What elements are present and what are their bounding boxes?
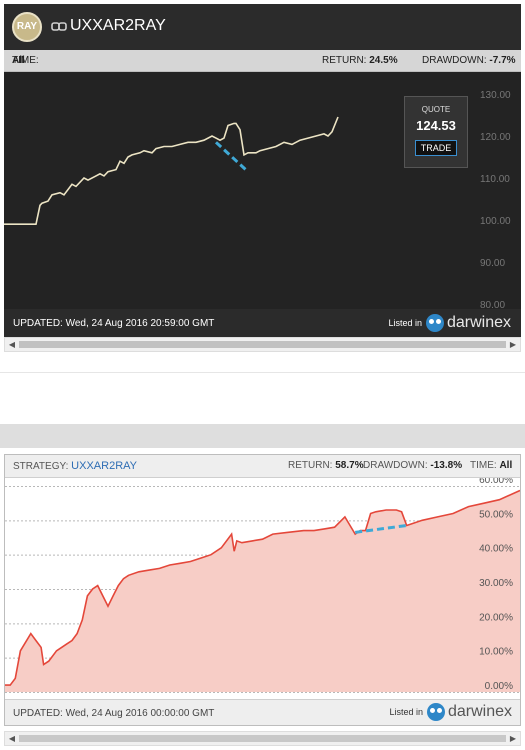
quote-line-series bbox=[4, 116, 339, 225]
strategy-name[interactable]: UXXAR2RAY bbox=[71, 460, 137, 472]
darwin-avatar-badge: RAY bbox=[12, 12, 42, 42]
listed-in-darwinex[interactable]: Listed in darwinex bbox=[389, 703, 512, 721]
darwinex-logo: darwinex bbox=[446, 314, 511, 331]
y-tick-label: 20.00% bbox=[479, 612, 513, 623]
scrollbar-thumb[interactable] bbox=[19, 341, 506, 348]
y-tick-label: 10.00% bbox=[479, 647, 513, 658]
y-tick-label: 120.00 bbox=[480, 132, 511, 143]
drawdown-marker bbox=[214, 141, 250, 173]
scrollbar-thumb[interactable] bbox=[19, 735, 506, 742]
darwinex-owl-icon bbox=[426, 703, 445, 721]
y-tick-label: 80.00 bbox=[480, 300, 505, 309]
quote-value: 124.53 bbox=[416, 118, 456, 133]
horizontal-scrollbar[interactable]: ◀ ▶ bbox=[4, 731, 521, 746]
widget-footer: UPDATED: Wed, 24 Aug 2016 20:59:00 GMT L… bbox=[4, 309, 521, 337]
drawdown-stat: DRAWDOWN: -13.8% bbox=[363, 460, 463, 471]
widget-footer: UPDATED: Wed, 24 Aug 2016 00:00:00 GMT L… bbox=[5, 699, 520, 725]
link-icon bbox=[51, 22, 67, 31]
darwinex-logo: darwinex bbox=[447, 703, 512, 720]
scroll-left-arrow-icon[interactable]: ◀ bbox=[8, 734, 16, 743]
darwinex-owl-icon bbox=[425, 314, 444, 332]
return-line-series bbox=[5, 489, 520, 686]
quote-chart: 130.00 120.00 110.00 100.00 90.00 80.00 bbox=[4, 90, 511, 309]
listed-in-darwinex[interactable]: Listed in darwinex bbox=[388, 314, 511, 332]
divider bbox=[0, 372, 525, 373]
drawdown-stat: DRAWDOWN: -7.7% bbox=[422, 55, 516, 66]
return-stat: RETURN: 58.7% bbox=[288, 460, 364, 471]
strategy-return-widget: STRATEGY: UXXAR2RAY RETURN: 58.7% DRAWDO… bbox=[4, 454, 521, 726]
updated-timestamp: UPDATED: Wed, 24 Aug 2016 20:59:00 GMT bbox=[13, 318, 215, 329]
strategy-info: STRATEGY: UXXAR2RAY bbox=[13, 460, 137, 472]
y-tick-label: 30.00% bbox=[479, 578, 513, 589]
scroll-right-arrow-icon[interactable]: ▶ bbox=[509, 340, 517, 349]
return-chart: 60.00% 50.00% 40.00% 30.00% 20.00% 10.00% 0.00… bbox=[5, 478, 520, 693]
widget-header: RAY UXXAR2RAY bbox=[4, 4, 521, 50]
stats-bar: TIME: All RETURN: 24.5% DRAWDOWN: -7.7% bbox=[4, 50, 521, 72]
return-area-fill bbox=[5, 490, 520, 692]
section-band bbox=[0, 424, 525, 448]
y-tick-label: 40.00% bbox=[479, 544, 513, 555]
strategy-stats-bar: STRATEGY: UXXAR2RAY RETURN: 58.7% DRAWDO… bbox=[5, 455, 520, 478]
horizontal-scrollbar[interactable]: ◀ ▶ bbox=[4, 337, 521, 352]
time-filter[interactable]: TIME: All bbox=[470, 460, 513, 471]
return-stat: RETURN: 24.5% bbox=[322, 55, 398, 66]
y-tick-label: 60.00% bbox=[479, 478, 513, 486]
y-tick-label: 100.00 bbox=[480, 216, 511, 227]
scroll-right-arrow-icon[interactable]: ▶ bbox=[509, 734, 517, 743]
quote-label: QUOTE bbox=[421, 105, 451, 114]
time-filter[interactable]: TIME: All bbox=[12, 55, 39, 66]
y-tick-label: 110.00 bbox=[480, 174, 510, 185]
y-tick-label: 50.00% bbox=[479, 509, 513, 520]
darwin-quote-widget: RAY UXXAR2RAY TIME: All RETURN: 24.5% DR… bbox=[4, 4, 521, 337]
drawdown-marker bbox=[355, 523, 407, 534]
listed-in-label: Listed in bbox=[388, 318, 422, 328]
quote-box: QUOTE 124.53 TRADE bbox=[404, 96, 468, 168]
darwin-title[interactable]: UXXAR2RAY bbox=[70, 17, 166, 34]
listed-in-label: Listed in bbox=[389, 707, 423, 717]
updated-timestamp: UPDATED: Wed, 24 Aug 2016 00:00:00 GMT bbox=[13, 708, 215, 719]
y-tick-label: 130.00 bbox=[480, 90, 511, 101]
y-tick-label: 90.00 bbox=[480, 258, 505, 269]
trade-button[interactable]: TRADE bbox=[414, 140, 458, 156]
y-tick-label: 0.00% bbox=[485, 681, 513, 692]
scroll-left-arrow-icon[interactable]: ◀ bbox=[8, 340, 16, 349]
